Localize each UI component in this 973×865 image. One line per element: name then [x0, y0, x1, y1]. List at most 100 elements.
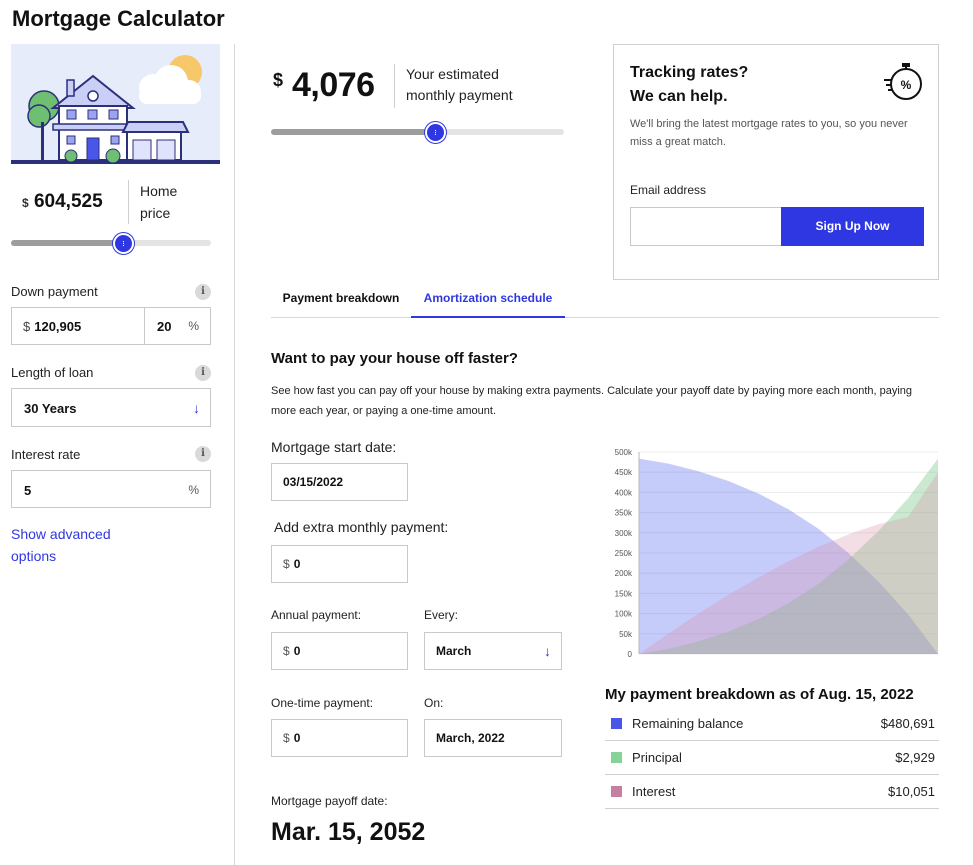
every-month-select[interactable]: March ↓ — [424, 632, 562, 670]
amortization-heading: Want to pay your house off faster? — [271, 350, 518, 367]
amortization-chart-svg: 0 50k 100k 150k 200k 250k 300k 350k 400k 450k 500k — [615, 448, 938, 659]
extra-monthly-input[interactable]: $0 — [271, 545, 408, 583]
down-payment-currency: $ — [23, 319, 31, 334]
payoff-date-value: Mar. 15, 2052 — [271, 818, 426, 846]
tab-payment-breakdown[interactable]: Payment breakdown — [282, 291, 400, 305]
chart-y-tick-label: 50k — [619, 630, 633, 639]
estimated-payment-value: 4,076 — [292, 66, 375, 104]
chart-y-tick-label: 200k — [615, 569, 633, 578]
home-price-amount: 604,525 — [33, 191, 103, 212]
start-date-input[interactable]: 03/15/2022 — [271, 463, 408, 501]
down-payment-percent-symbol: % — [188, 319, 199, 333]
down-payment-percent-input[interactable]: 20 % — [144, 307, 211, 345]
amortization-chart: 0 50k 100k 150k 200k 250k 300k 350k 400k 450k 500k — [605, 446, 940, 661]
home-price-slider[interactable] — [11, 240, 211, 246]
onetime-payment-label: One-time payment: — [271, 696, 374, 710]
breakdown-row-remaining-balance: Remaining balance $480,691 — [605, 707, 939, 741]
interest-rate-percent-symbol: % — [188, 483, 199, 497]
payment-slider-handle[interactable] — [425, 122, 446, 143]
chart-y-tick-label: 500k — [615, 448, 633, 457]
down-payment-amount: 120,905 — [34, 319, 82, 334]
chart-y-tick-label: 450k — [615, 468, 633, 477]
chart-area-principal — [639, 458, 938, 654]
interest-rate-info-icon[interactable]: i — [195, 446, 211, 462]
tracking-heading-line2: We can help. — [630, 88, 728, 105]
home-price-slider-fill — [11, 240, 123, 246]
home-price-slider-handle[interactable] — [113, 233, 134, 254]
breakdown-row-interest: Interest $10,051 — [605, 775, 939, 809]
payment-slider-fill — [271, 129, 435, 135]
chevron-down-icon: ↓ — [544, 643, 551, 659]
breakdown-label: Interest — [632, 784, 676, 799]
tracking-rates-card: Tracking rates? We can help. % We'll bri… — [613, 44, 939, 280]
onetime-payment-currency: $ — [283, 731, 290, 745]
loan-length-value: 30 Years — [24, 401, 77, 416]
tracking-text: We'll bring the latest mortgage rates to… — [630, 118, 908, 148]
breakdown-title: My payment breakdown as of Aug. 15, 2022 — [605, 686, 914, 703]
down-payment-percent: 20 — [157, 319, 172, 334]
chart-y-tick-label: 0 — [628, 650, 633, 659]
breakdown-label: Principal — [632, 750, 682, 765]
home-price-value: $ 604,525 — [22, 191, 103, 213]
extra-monthly-label: Add extra monthly payment: — [274, 519, 449, 535]
every-label: Every: — [424, 608, 459, 622]
chevron-down-icon: ↓ — [193, 399, 200, 416]
email-input[interactable] — [630, 207, 782, 246]
email-label: Email address — [630, 183, 707, 197]
interest-rate-input[interactable]: 5 % — [11, 470, 211, 508]
annual-payment-currency: $ — [283, 644, 290, 658]
interest-swatch — [611, 786, 622, 797]
home-price-divider — [128, 180, 129, 224]
annual-payment-label: Annual payment: — [271, 608, 362, 622]
loan-length-select[interactable]: 30 Years ↓ — [11, 388, 211, 427]
tracking-heading-line1: Tracking rates? — [630, 64, 749, 81]
breakdown-value: $10,051 — [888, 784, 935, 799]
breakdown-row-principal: Principal $2,929 — [605, 741, 939, 775]
breakdown-value: $480,691 — [880, 716, 935, 731]
chart-y-tick-label: 300k — [615, 529, 633, 538]
column-divider — [234, 44, 235, 865]
tabs-underline — [271, 317, 939, 318]
interest-rate-label: Interest rate — [11, 447, 81, 462]
onetime-date-value: March, 2022 — [436, 731, 505, 745]
down-payment-amount-input[interactable]: $120,905 — [11, 307, 145, 345]
start-date-label: Mortgage start date: — [271, 439, 397, 455]
chart-area-interest — [639, 472, 938, 654]
payoff-date-label: Mortgage payoff date: — [271, 794, 388, 808]
chart-area-remaining-balance — [639, 458, 938, 654]
every-month-value: March — [436, 644, 472, 658]
estimated-payment-label: Your estimated monthly payment — [406, 66, 513, 103]
chart-y-tick-label: 250k — [615, 549, 633, 558]
sign-up-button[interactable]: Sign Up Now — [781, 207, 924, 246]
onetime-payment-value: 0 — [293, 731, 301, 745]
onetime-payment-input[interactable]: $0 — [271, 719, 408, 757]
home-price-label: Home price — [140, 183, 178, 221]
onetime-date-input[interactable]: March, 2022 — [424, 719, 562, 757]
chart-y-tick-label: 150k — [615, 589, 633, 598]
house-illustration — [11, 44, 220, 164]
chart-y-tick-label: 100k — [615, 610, 633, 619]
down-payment-label: Down payment — [11, 284, 98, 299]
page-title: Mortgage Calculator — [12, 6, 225, 31]
breakdown-value: $2,929 — [895, 750, 935, 765]
annual-payment-input[interactable]: $0 — [271, 632, 408, 670]
tracking-heading: Tracking rates? We can help. — [630, 61, 748, 109]
amortization-description: See how fast you can pay off your house … — [271, 385, 913, 417]
start-date-value: 03/15/2022 — [283, 475, 344, 489]
extra-monthly-currency: $ — [283, 557, 290, 571]
payment-slider[interactable] — [271, 129, 564, 135]
show-advanced-options-link[interactable]: Show advanced options — [11, 526, 111, 564]
principal-swatch — [611, 752, 622, 763]
home-price-currency: $ — [22, 196, 29, 210]
loan-length-info-icon[interactable]: i — [195, 365, 211, 381]
down-payment-info-icon[interactable]: i — [195, 284, 211, 300]
chart-y-tick-label: 400k — [615, 488, 633, 497]
tab-amortization-schedule[interactable]: Amortization schedule — [411, 288, 565, 318]
remaining-balance-swatch — [611, 718, 622, 729]
loan-length-label: Length of loan — [11, 365, 94, 380]
annual-payment-value: 0 — [293, 644, 301, 658]
svg-text:%: % — [901, 78, 912, 92]
extra-monthly-value: 0 — [293, 557, 301, 571]
interest-rate-value: 5 — [24, 483, 32, 498]
breakdown-label: Remaining balance — [632, 716, 744, 731]
